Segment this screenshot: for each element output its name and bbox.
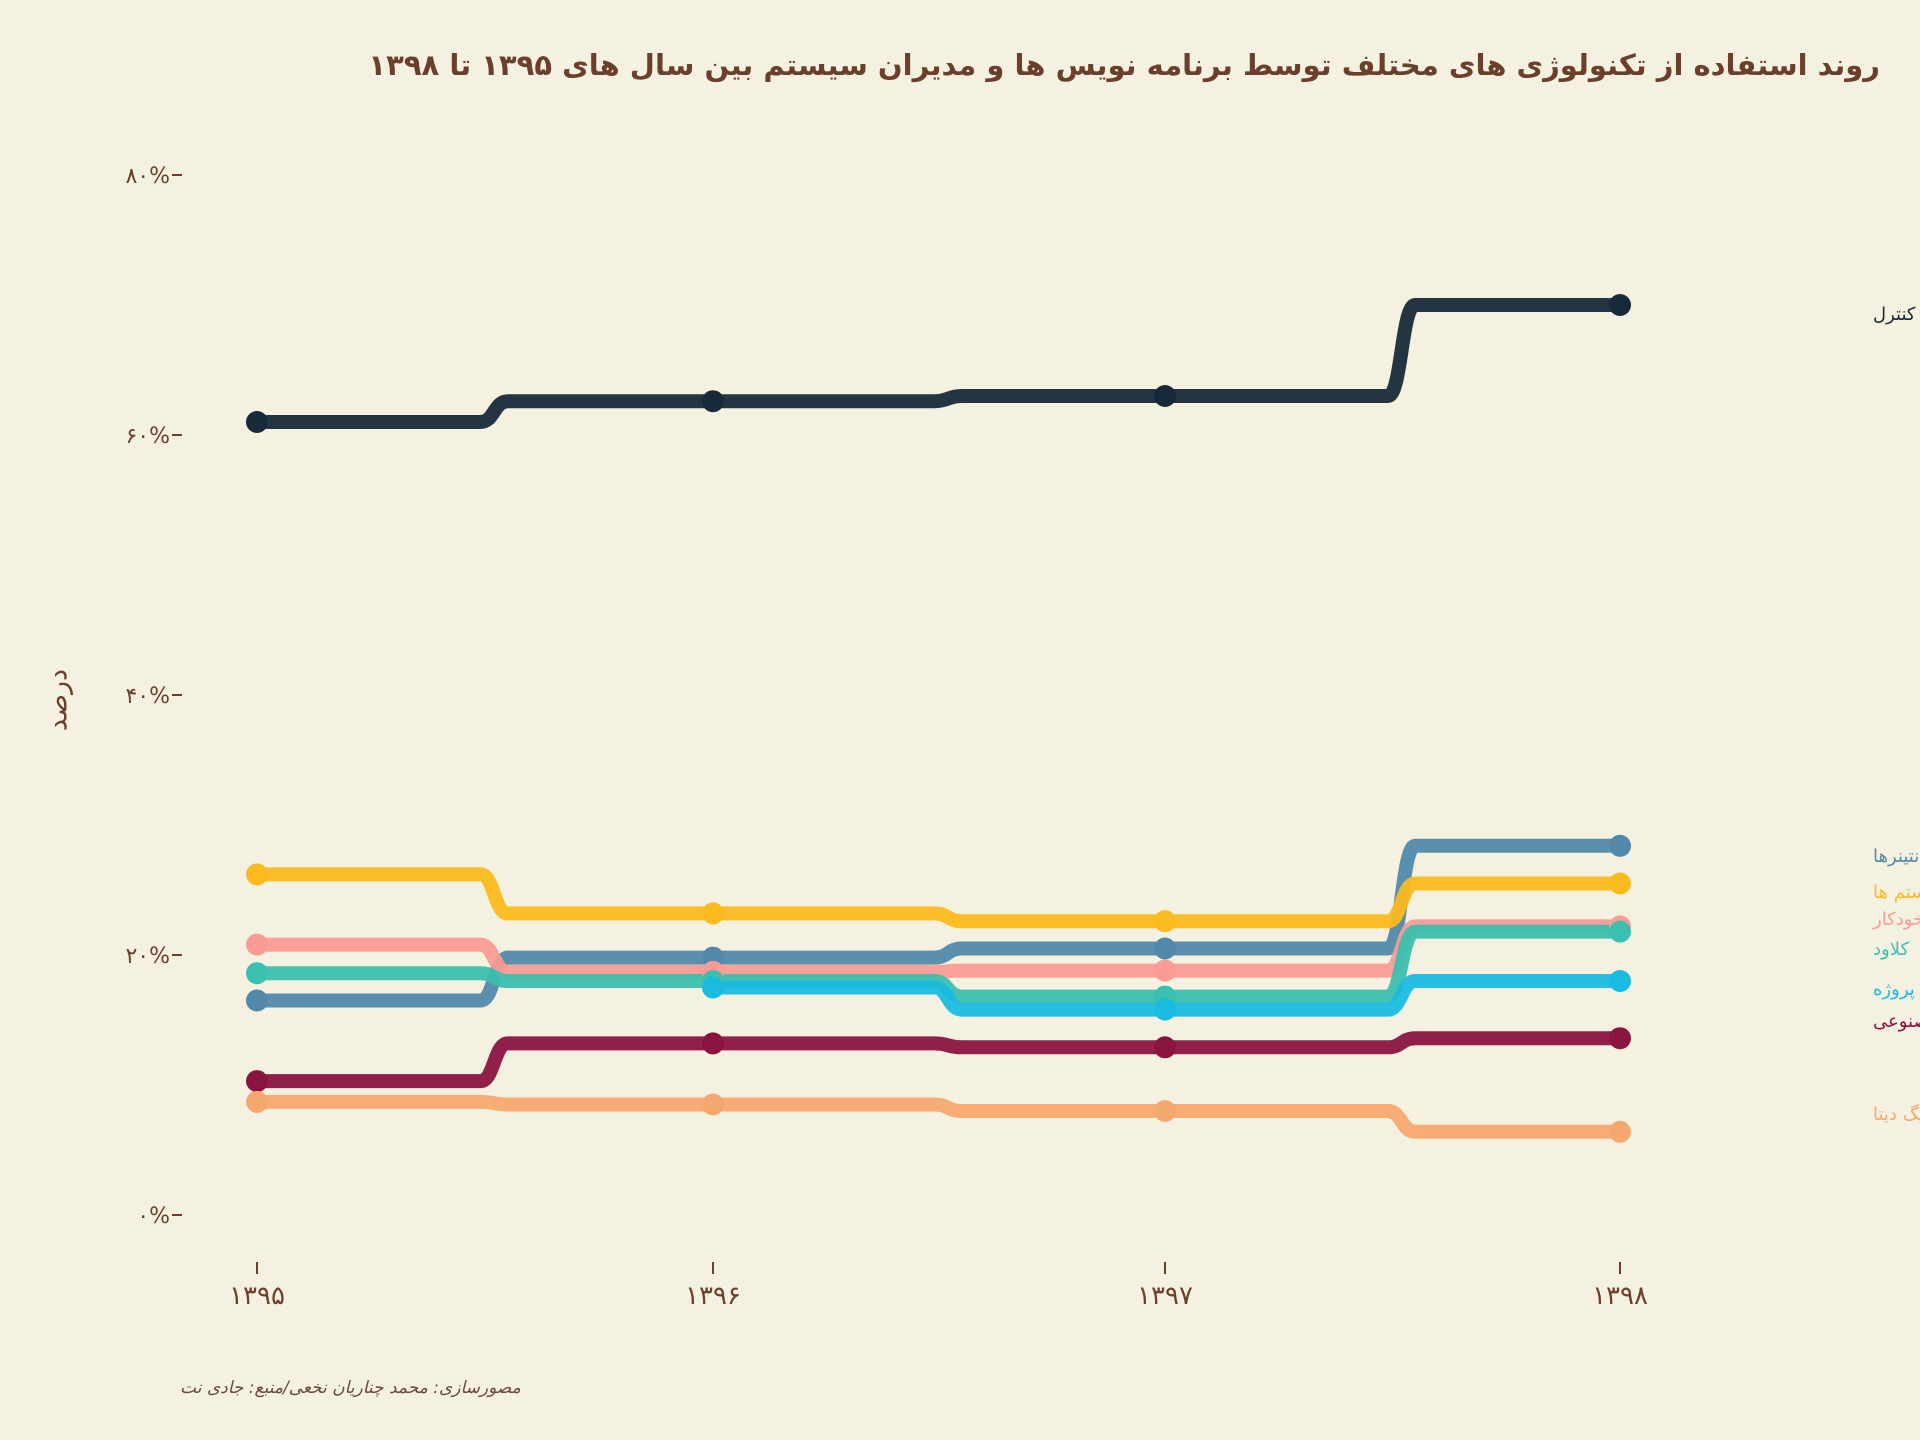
series-6-point bbox=[702, 1032, 724, 1055]
series-7-point bbox=[702, 1093, 724, 1116]
series-4-point bbox=[1609, 920, 1631, 943]
series-7-point bbox=[1609, 1120, 1631, 1143]
x-tick-label: ۱۳۹۶ bbox=[685, 1281, 741, 1311]
series-6-line bbox=[250, 1031, 1627, 1089]
series-4-point bbox=[246, 962, 268, 985]
series-6-point bbox=[1154, 1036, 1176, 1059]
chart-title: روند استفاده از تکنولوژی های مختلف توسط … bbox=[368, 48, 1880, 82]
y-tick-label: ۸۰% bbox=[125, 164, 170, 189]
series-3-point bbox=[1154, 959, 1176, 982]
legend-label: بیگ دیتا bbox=[1873, 1103, 1920, 1125]
series-6-point bbox=[1609, 1027, 1631, 1050]
series-0-point bbox=[1154, 385, 1176, 407]
legend-label: بیلد سیستم ها bbox=[1873, 882, 1920, 903]
series-2-point bbox=[702, 902, 724, 925]
series-6-point bbox=[246, 1070, 268, 1093]
series-2-point bbox=[246, 863, 268, 886]
series-1-point bbox=[1154, 937, 1176, 960]
legend-label: سورس کنترل bbox=[1873, 304, 1920, 325]
legend-label: ویکی‌های مربوط به پروژه bbox=[1873, 979, 1920, 1000]
series-0-point bbox=[702, 390, 724, 413]
y-tick-label: ۰% bbox=[137, 1204, 170, 1229]
y-tick-label: ۶۰% bbox=[125, 424, 170, 449]
chart-caption: مصورسازی: محمد چناریان نخعی/منبع: جادی ن… bbox=[180, 1378, 521, 1398]
series-3-point bbox=[246, 933, 268, 956]
x-tick-label: ۱۳۹۸ bbox=[1592, 1281, 1648, 1311]
series-0-point bbox=[1609, 294, 1631, 316]
y-tick-label: ۲۰% bbox=[125, 944, 170, 969]
y-axis-label: درصد bbox=[42, 668, 74, 732]
series-1-point bbox=[1609, 834, 1631, 857]
series-5-point bbox=[702, 976, 724, 999]
series-7-point bbox=[246, 1090, 268, 1113]
legend-label: کلاود bbox=[1873, 939, 1909, 960]
legend-label: هوش مصنوعی bbox=[1873, 1011, 1920, 1032]
y-tick-label: ۴۰% bbox=[125, 684, 170, 709]
series-2-line bbox=[250, 867, 1627, 929]
x-tick-label: ۱۳۹۵ bbox=[229, 1281, 285, 1311]
series-7-point bbox=[1154, 1100, 1176, 1122]
series-1-point bbox=[246, 989, 268, 1012]
series-2-point bbox=[1609, 872, 1631, 895]
series-0-point bbox=[246, 411, 268, 433]
x-tick-label: ۱۳۹۷ bbox=[1137, 1281, 1193, 1311]
series-5-point bbox=[1609, 970, 1631, 992]
legend-label: کانتینرها bbox=[1873, 846, 1920, 867]
legend-label: تست های خودکار bbox=[1872, 909, 1920, 930]
series-5-point bbox=[1154, 998, 1176, 1021]
series-7-line bbox=[250, 1094, 1627, 1139]
series-2-point bbox=[1154, 910, 1176, 933]
series-0-line bbox=[250, 298, 1627, 429]
